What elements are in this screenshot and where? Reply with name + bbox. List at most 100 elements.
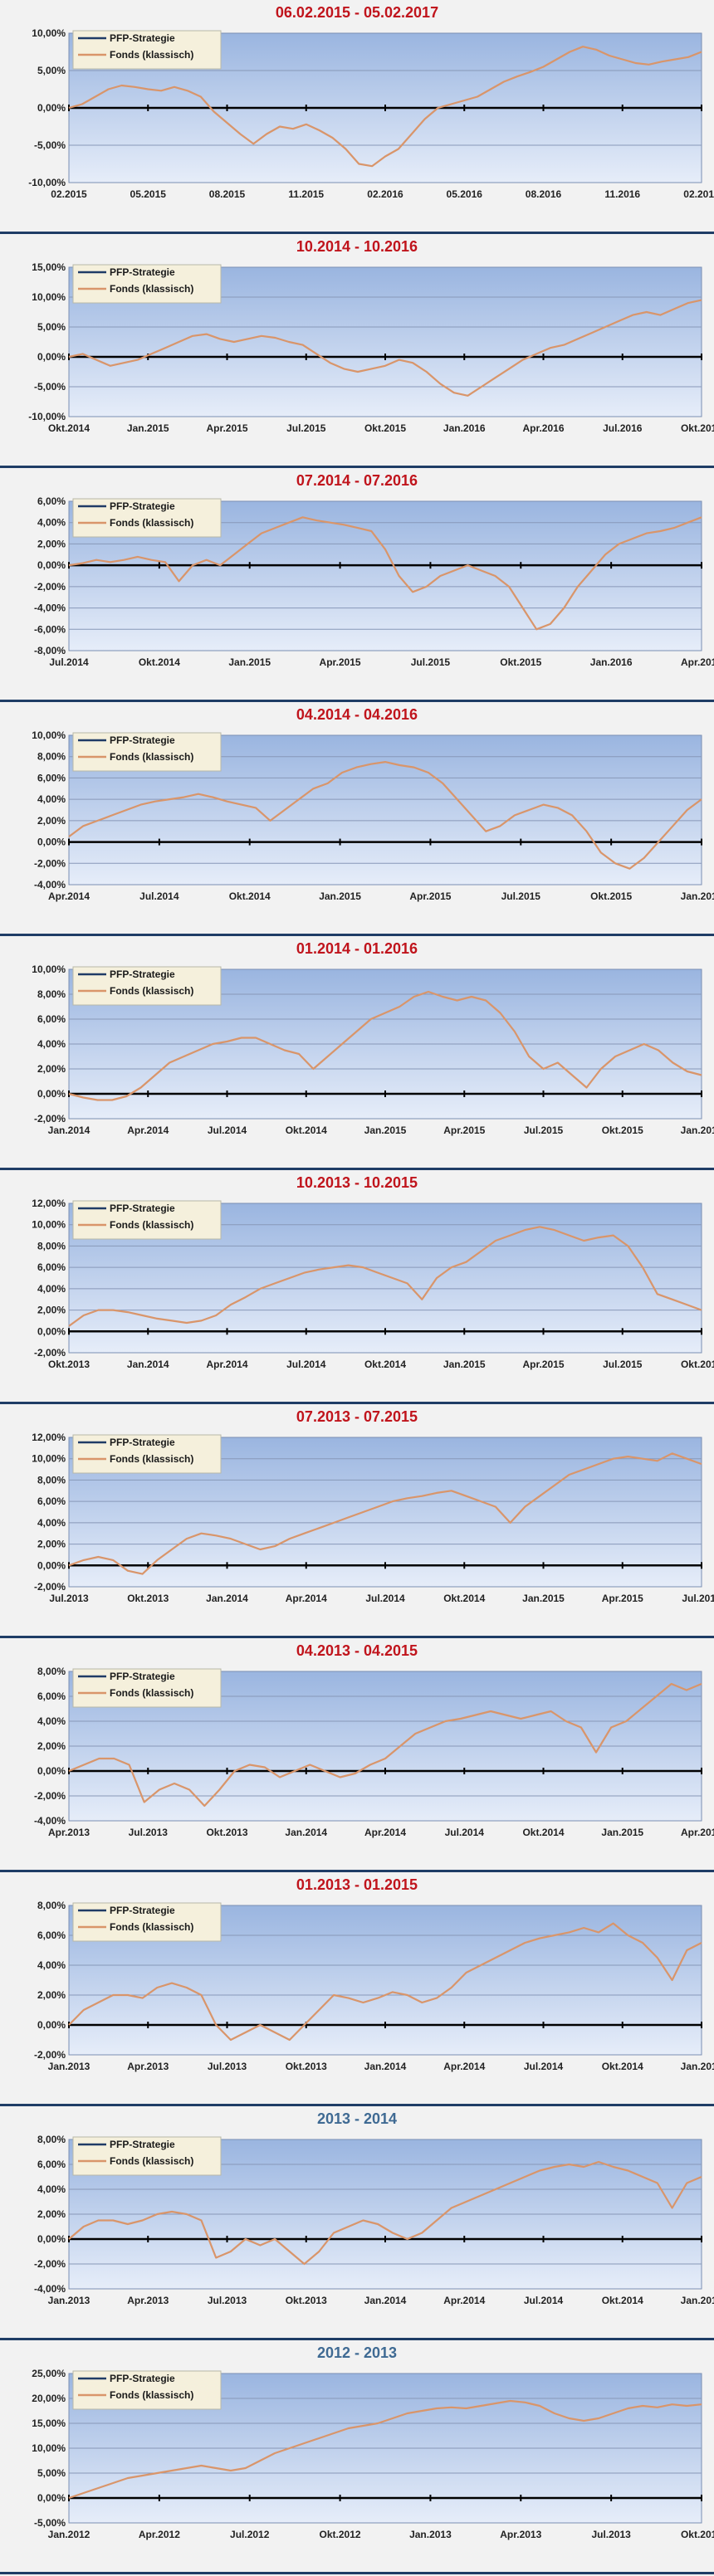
legend: PFP-Strategie Fonds (klassisch) xyxy=(72,1434,222,1474)
chart-panel: 04.2014 - 04.2016 10,00% 8,00% 6,00% 4,00% 2,… xyxy=(0,702,714,936)
legend-box xyxy=(72,2136,222,2176)
chart-panel: 01.2014 - 01.2016 10,00% 8,00% 6,00% 4,00% 2,… xyxy=(0,936,714,1170)
y-tick-label: 8,00% xyxy=(37,1900,66,1911)
y-tick-label: 0,00% xyxy=(37,1559,66,1571)
x-tick-label: Apr.2013 xyxy=(127,2295,169,2306)
x-tick-label: Okt.2013 xyxy=(206,1827,247,1838)
legend-label: PFP-Strategie xyxy=(110,266,175,278)
y-tick-label: 6,00% xyxy=(37,495,66,507)
x-tick-label: Jul.2014 xyxy=(365,1593,405,1604)
legend: PFP-Strategie Fonds (klassisch) xyxy=(72,2370,222,2410)
x-tick-label: Jul.2013 xyxy=(208,2295,247,2306)
x-tick-label: Okt.2013 xyxy=(286,2295,327,2306)
legend: PFP-Strategie Fonds (klassisch) xyxy=(72,30,222,70)
y-tick-label: 25,00% xyxy=(32,2368,66,2379)
x-tick-label: Apr.2013 xyxy=(500,2529,541,2540)
chart-panel: 10.2014 - 10.2016 15,00% 10,00% 5,00% 0,00% -… xyxy=(0,234,714,468)
y-tick-label: 8,00% xyxy=(37,988,66,1000)
x-tick-label: Jul.2016 xyxy=(603,422,643,434)
legend: PFP-Strategie Fonds (klassisch) xyxy=(72,498,222,538)
y-tick-label: 15,00% xyxy=(32,2417,66,2429)
x-tick-label: Jul.2015 xyxy=(603,1359,643,1370)
legend-box xyxy=(72,498,222,538)
x-tick-label: Okt.2016 xyxy=(681,422,714,434)
y-tick-label: 4,00% xyxy=(37,1517,66,1529)
series-line-fonds-klassisch xyxy=(68,46,702,168)
y-tick-label: -2,00% xyxy=(34,857,66,869)
chart-panel: 2012 - 2013 25,00% 20,00% 15,00% 10,00% 5,00%… xyxy=(0,2340,714,2574)
x-tick-label: Apr.2015 xyxy=(206,422,247,434)
x-tick-label: Apr.2014 xyxy=(48,890,90,902)
x-tick-label: Jan.2014 xyxy=(206,1593,248,1604)
y-tick-label: 8,00% xyxy=(37,1474,66,1486)
legend-label: Fonds (klassisch) xyxy=(110,1687,193,1699)
y-tick-label: 6,00% xyxy=(37,1013,66,1025)
x-tick-label: Jan.2013 xyxy=(48,2295,90,2306)
x-tick-label: Apr.2014 xyxy=(443,2061,485,2072)
chart-svg: 12,00% 10,00% 8,00% 6,00% 4,00% 2,00% 0,00% -2,… xyxy=(32,1198,714,1370)
y-tick-label: 2,00% xyxy=(37,1740,66,1752)
chart-panel: 04.2013 - 04.2015 8,00% 6,00% 4,00% 2,00% 0,0… xyxy=(0,1638,714,1872)
series-line-fonds-klassisch xyxy=(68,1682,702,1808)
x-tick-label: Jan.2013 xyxy=(48,2061,90,2072)
y-tick-label: -2,00% xyxy=(34,1581,66,1593)
x-tick-label: Okt.2014 xyxy=(48,422,90,434)
y-tick-label: 6,00% xyxy=(37,1495,66,1507)
x-tick-label: Jan.2015 xyxy=(364,1125,407,1136)
y-tick-label: 0,00% xyxy=(37,559,66,571)
series-line-fonds-klassisch xyxy=(68,299,702,397)
x-tick-label: Apr.2012 xyxy=(139,2529,180,2540)
x-tick-label: Apr.2013 xyxy=(127,2061,169,2072)
x-tick-label: 08.2016 xyxy=(526,188,562,200)
x-tick-label: Jul.2015 xyxy=(286,422,326,434)
y-tick-label: 0,00% xyxy=(37,1325,66,1337)
legend: PFP-Strategie Fonds (klassisch) xyxy=(72,1668,222,1708)
x-tick-label: Jan.2015 xyxy=(601,1827,643,1838)
x-tick-label: Jul.2014 xyxy=(524,2061,564,2072)
legend-box xyxy=(72,1668,222,1708)
x-tick-label: Jan.2012 xyxy=(48,2529,90,2540)
y-tick-label: 8,00% xyxy=(37,751,66,763)
chart-title: 10.2013 - 10.2015 xyxy=(296,1174,418,1191)
chart-svg: 8,00%6,00%4,00%2,00%0,00%-2,00%-4,00%Apr… xyxy=(34,1666,714,1838)
chart-svg: 10,00% 8,00% 6,00% 4,00% 2,00% 0,00% -2,00% -4,… xyxy=(32,729,714,902)
x-tick-label: Apr.2013 xyxy=(48,1827,90,1838)
x-tick-label: Okt.2015 xyxy=(500,656,541,668)
y-tick-label: 2,00% xyxy=(37,1539,66,1550)
chart-panel: 07.2014 - 07.2016 6,00% 4,00% 2,00% 0,00% -2,… xyxy=(0,468,714,702)
legend-label: Fonds (klassisch) xyxy=(110,2155,193,2167)
y-tick-label: 10,00% xyxy=(32,27,66,39)
x-tick-label: Jan.2016 xyxy=(590,656,633,668)
legend-label: PFP-Strategie xyxy=(110,1203,175,1214)
y-tick-label: -5,00% xyxy=(34,139,66,151)
x-tick-label: Jul.2014 xyxy=(139,890,179,902)
x-tick-label: Okt.2015 xyxy=(364,422,406,434)
x-tick-label: Okt.2013 xyxy=(286,2061,327,2072)
x-tick-label: Okt.2013 xyxy=(681,2529,714,2540)
x-tick-label: Okt.2015 xyxy=(681,1359,714,1370)
y-tick-label: 0,00% xyxy=(37,837,66,848)
x-tick-label: Apr.2014 xyxy=(364,1827,406,1838)
series-line-fonds-klassisch xyxy=(68,2399,702,2500)
x-tick-label: 02.2016 xyxy=(367,188,403,200)
y-tick-label: 6,00% xyxy=(37,772,66,783)
legend-box xyxy=(72,732,222,772)
y-tick-label: 12,00% xyxy=(32,1198,66,1209)
y-tick-label: 2,00% xyxy=(37,538,66,549)
y-tick-label: 10,00% xyxy=(32,1219,66,1231)
y-tick-label: -4,00% xyxy=(34,879,66,890)
x-tick-label: Apr.2016 xyxy=(681,656,714,668)
x-tick-label: Jul.2013 xyxy=(49,1593,89,1604)
y-tick-label: 4,00% xyxy=(37,1038,66,1050)
x-tick-label: 11.2016 xyxy=(604,188,640,200)
chart-title: 07.2013 - 07.2015 xyxy=(296,1408,418,1425)
x-tick-label: Apr.2016 xyxy=(522,422,564,434)
y-tick-label: -2,00% xyxy=(34,581,66,593)
chart-panel: 01.2013 - 01.2015 8,00% 6,00% 4,00% 2,00% 0,0… xyxy=(0,1872,714,2106)
series-line-fonds-klassisch xyxy=(68,760,702,870)
legend-box xyxy=(72,2370,222,2410)
y-tick-label: 8,00% xyxy=(37,2134,66,2145)
legend: PFP-Strategie Fonds (klassisch) xyxy=(72,264,222,304)
y-tick-label: 6,00% xyxy=(37,2159,66,2170)
